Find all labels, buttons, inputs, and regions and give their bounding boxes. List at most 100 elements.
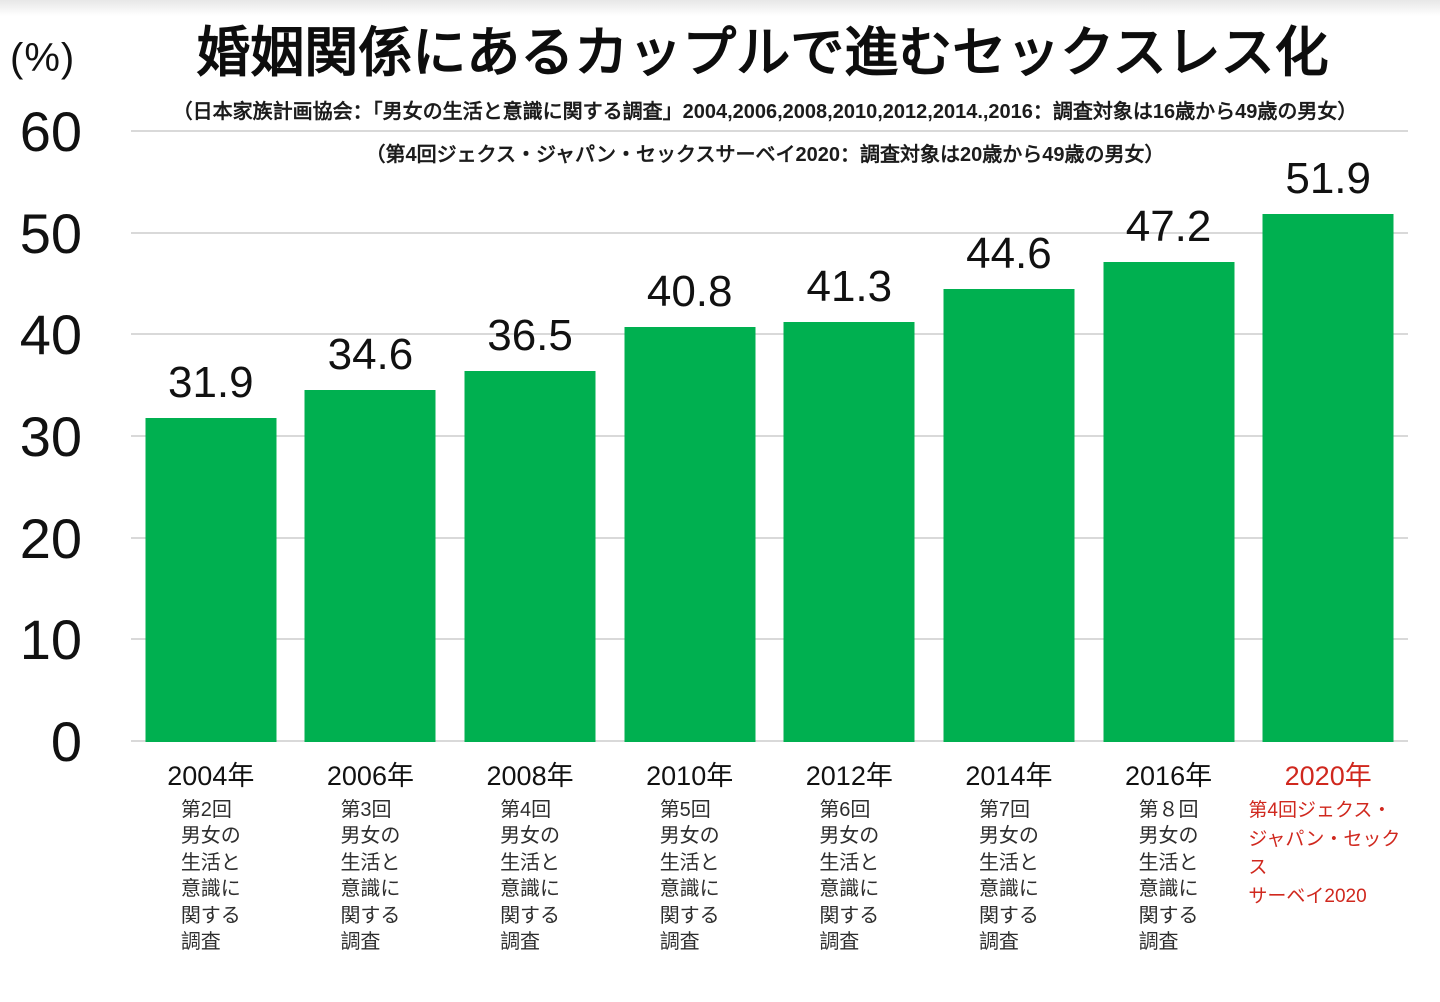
x-tick-sublabel-line: 調査 [978, 930, 1019, 953]
x-tick-sublabel-line: サーベイ2020 [1248, 885, 1367, 907]
x-tick-sublabel-line: 関する [978, 904, 1039, 927]
x-tick-sublabel-line: 調査 [180, 930, 221, 953]
x-tick-sublabel-line: 第2回 [180, 799, 232, 821]
bar-chart: 31.9 34.6 36.5 40.8 41.3 44.6 47.2 51.9 2004年第2… [131, 130, 1408, 955]
x-tick-cell: 2010年第5回男女の生活と意識に関する調査 [610, 754, 770, 955]
y-tick-label: 60 [19, 100, 82, 163]
x-tick-sublabel-line: 意識に [819, 878, 880, 901]
x-tick-sublabel-line: 第7回 [978, 799, 1031, 821]
x-tick-sublabel-line: 関する [340, 904, 401, 927]
x-tick-sublabel-line: 調査 [659, 930, 700, 953]
x-tick-sublabel-line: 第6回 [819, 799, 871, 821]
plot-area: 31.9 34.6 36.5 40.8 41.3 44.6 47.2 51.9 [131, 130, 1408, 742]
page-title: 婚姻関係にあるカップルで進むセックスレス化 [196, 23, 1329, 83]
x-tick-sublabel-line: 関する [659, 904, 720, 927]
subtitle-line-1: （日本家族計画協会：「男女の生活と意識に関する調査」2004,2006,2008… [172, 101, 1358, 123]
x-tick-cell: 2008年 第4回 男女の 生活と 意識に 関する 調査 [450, 754, 610, 955]
x-tick-sublabel-line: 男女の [659, 825, 720, 848]
x-tick-sublabel-line: 第８回 [1138, 799, 1199, 821]
x-tick-sublabel-line: 生活と [1138, 851, 1199, 874]
x-tick-sublabel-line: 生活と [819, 851, 880, 874]
x-tick-sublabel-line: 調査 [340, 930, 381, 953]
x-tick-sublabel-line: 調査 [819, 930, 860, 953]
x-tick-sublabel-line: 男女の [1138, 825, 1199, 848]
x-tick-cell: 2012年第6回男女の生活と意識に関する調査 [770, 754, 930, 955]
y-tick-label: 50 [19, 201, 82, 265]
x-tick-sublabel-line: 意識に [340, 878, 401, 901]
bar-value-label: 36.5 [487, 310, 573, 360]
x-tick-sublabel: 第5回男女の生活と意識に関する調査 [660, 797, 720, 955]
x-tick-sublabel: 第4回男女の生活と意識に関する調査 [500, 797, 560, 955]
y-axis-unit-label: (%) [10, 36, 76, 80]
x-tick-sublabel-line: 意識に [180, 878, 241, 901]
x-tick-sublabel-line: 意識に [500, 878, 561, 901]
x-tick-year-label: 2010年 [646, 761, 734, 791]
bar [1103, 262, 1235, 742]
x-tick-sublabel: 第８回 男女の 生活と 意識に 関する 調査 [1139, 797, 1199, 955]
bar [943, 288, 1075, 742]
bar-column: 47.2 [1089, 202, 1249, 742]
top-edge-band [0, 0, 1440, 16]
x-tick-sublabel: 第2回 男女の 生活と 意識に 関する 調査 [181, 797, 241, 955]
x-tick-sublabel-line: 第4回ジェクス・ [1248, 800, 1392, 821]
bar-value-label: 31.9 [167, 357, 254, 407]
x-tick-year-label: 2004年 [167, 761, 255, 791]
x-tick-cell: 2006年 第3回 男女の 生活と 意識に 関する 調査 [291, 754, 451, 955]
x-tick-sublabel-line: 調査 [500, 930, 541, 953]
x-tick-year-label: 2012年 [805, 761, 893, 791]
bar-value-label: 40.8 [646, 267, 733, 317]
x-tick-sublabel-line: 男女の [978, 825, 1039, 848]
x-tick-cell: 2004年 第2回 男女の 生活と 意識に 関する 調査 [131, 754, 291, 955]
bar-column: 31.9 [131, 358, 291, 742]
gridline [131, 333, 1408, 336]
x-tick-year-label: 2020年 [1284, 761, 1372, 791]
bar-value-label: 41.3 [806, 262, 893, 312]
y-tick-label: 30 [19, 405, 82, 468]
gridline [131, 231, 1408, 234]
x-tick-sublabel: 第3回 男女の 生活と 意識に 関する 調査 [340, 797, 400, 955]
x-tick-cell: 2016年 第８回 男女の 生活と 意識に 関する 調査 [1089, 754, 1249, 955]
x-tick-sublabel-line: 男女の [500, 825, 561, 848]
y-tick-label: 40 [19, 303, 82, 367]
x-tick-sublabel: 第7回 男女の 生活と 意識に 関する 調査 [979, 797, 1039, 955]
bar [624, 327, 756, 742]
x-tick-sublabel-line: 関する [819, 904, 880, 927]
x-tick-year-label: 2014年 [965, 761, 1053, 791]
subtitle-line-2: （第4回ジェクス・ジャパン・セックスサーベイ2020：調査対象は20歳から49歳… [365, 144, 1165, 166]
gridline [131, 536, 1408, 539]
gridline [131, 638, 1408, 641]
x-tick-sublabel-line: 生活と [500, 851, 561, 874]
x-tick-sublabel-line: 意識に [659, 878, 720, 901]
x-tick-sublabel-line: 生活と [180, 851, 241, 874]
x-tick-sublabel-line: 生活と [340, 851, 401, 874]
x-tick-year-label: 2016年 [1125, 761, 1213, 791]
bar-value-label: 51.9 [1285, 154, 1372, 204]
x-tick-sublabel: 第6回男女の生活と意識に関する調査 [819, 797, 879, 955]
bar-value-label: 44.6 [966, 228, 1052, 278]
x-tick-sublabel-line: 関する [1138, 904, 1199, 927]
x-axis: 2004年第2回男女の生活と意識に関する調査 2006年第3回男女の生活と意識に関… [131, 754, 1408, 955]
x-tick-year-label: 2006年 [326, 761, 414, 791]
bar-column: 41.3 [770, 262, 930, 742]
y-axis: 0 10 20 30 40 50 60 [0, 104, 86, 770]
x-tick-sublabel-line: 第3回 [340, 799, 392, 821]
bar-column: 51.9 [1248, 154, 1408, 742]
x-tick-sublabel-line: 第4回 [500, 799, 552, 821]
y-tick-label: 20 [19, 506, 82, 570]
x-tick-sublabel-line: 生活と [978, 851, 1039, 874]
bar-column: 40.8 [610, 267, 770, 742]
gridline [131, 740, 1408, 742]
x-tick-sublabel-line: 関する [500, 904, 561, 927]
gridline [131, 130, 1408, 132]
x-tick-sublabel-line: 男女の [180, 825, 241, 848]
y-tick-label: 10 [19, 608, 82, 672]
bar [1262, 214, 1394, 742]
x-tick-sublabel-line: 生活と [659, 851, 720, 874]
bar [464, 370, 596, 742]
x-tick-sublabel-line: ジャパン・セックス [1248, 828, 1401, 879]
x-tick-sublabel-line: 第5回 [659, 799, 711, 821]
bar-value-label: 34.6 [327, 330, 414, 380]
bar-column: 34.6 [291, 330, 451, 742]
x-tick-sublabel-line: 男女の [819, 825, 880, 848]
